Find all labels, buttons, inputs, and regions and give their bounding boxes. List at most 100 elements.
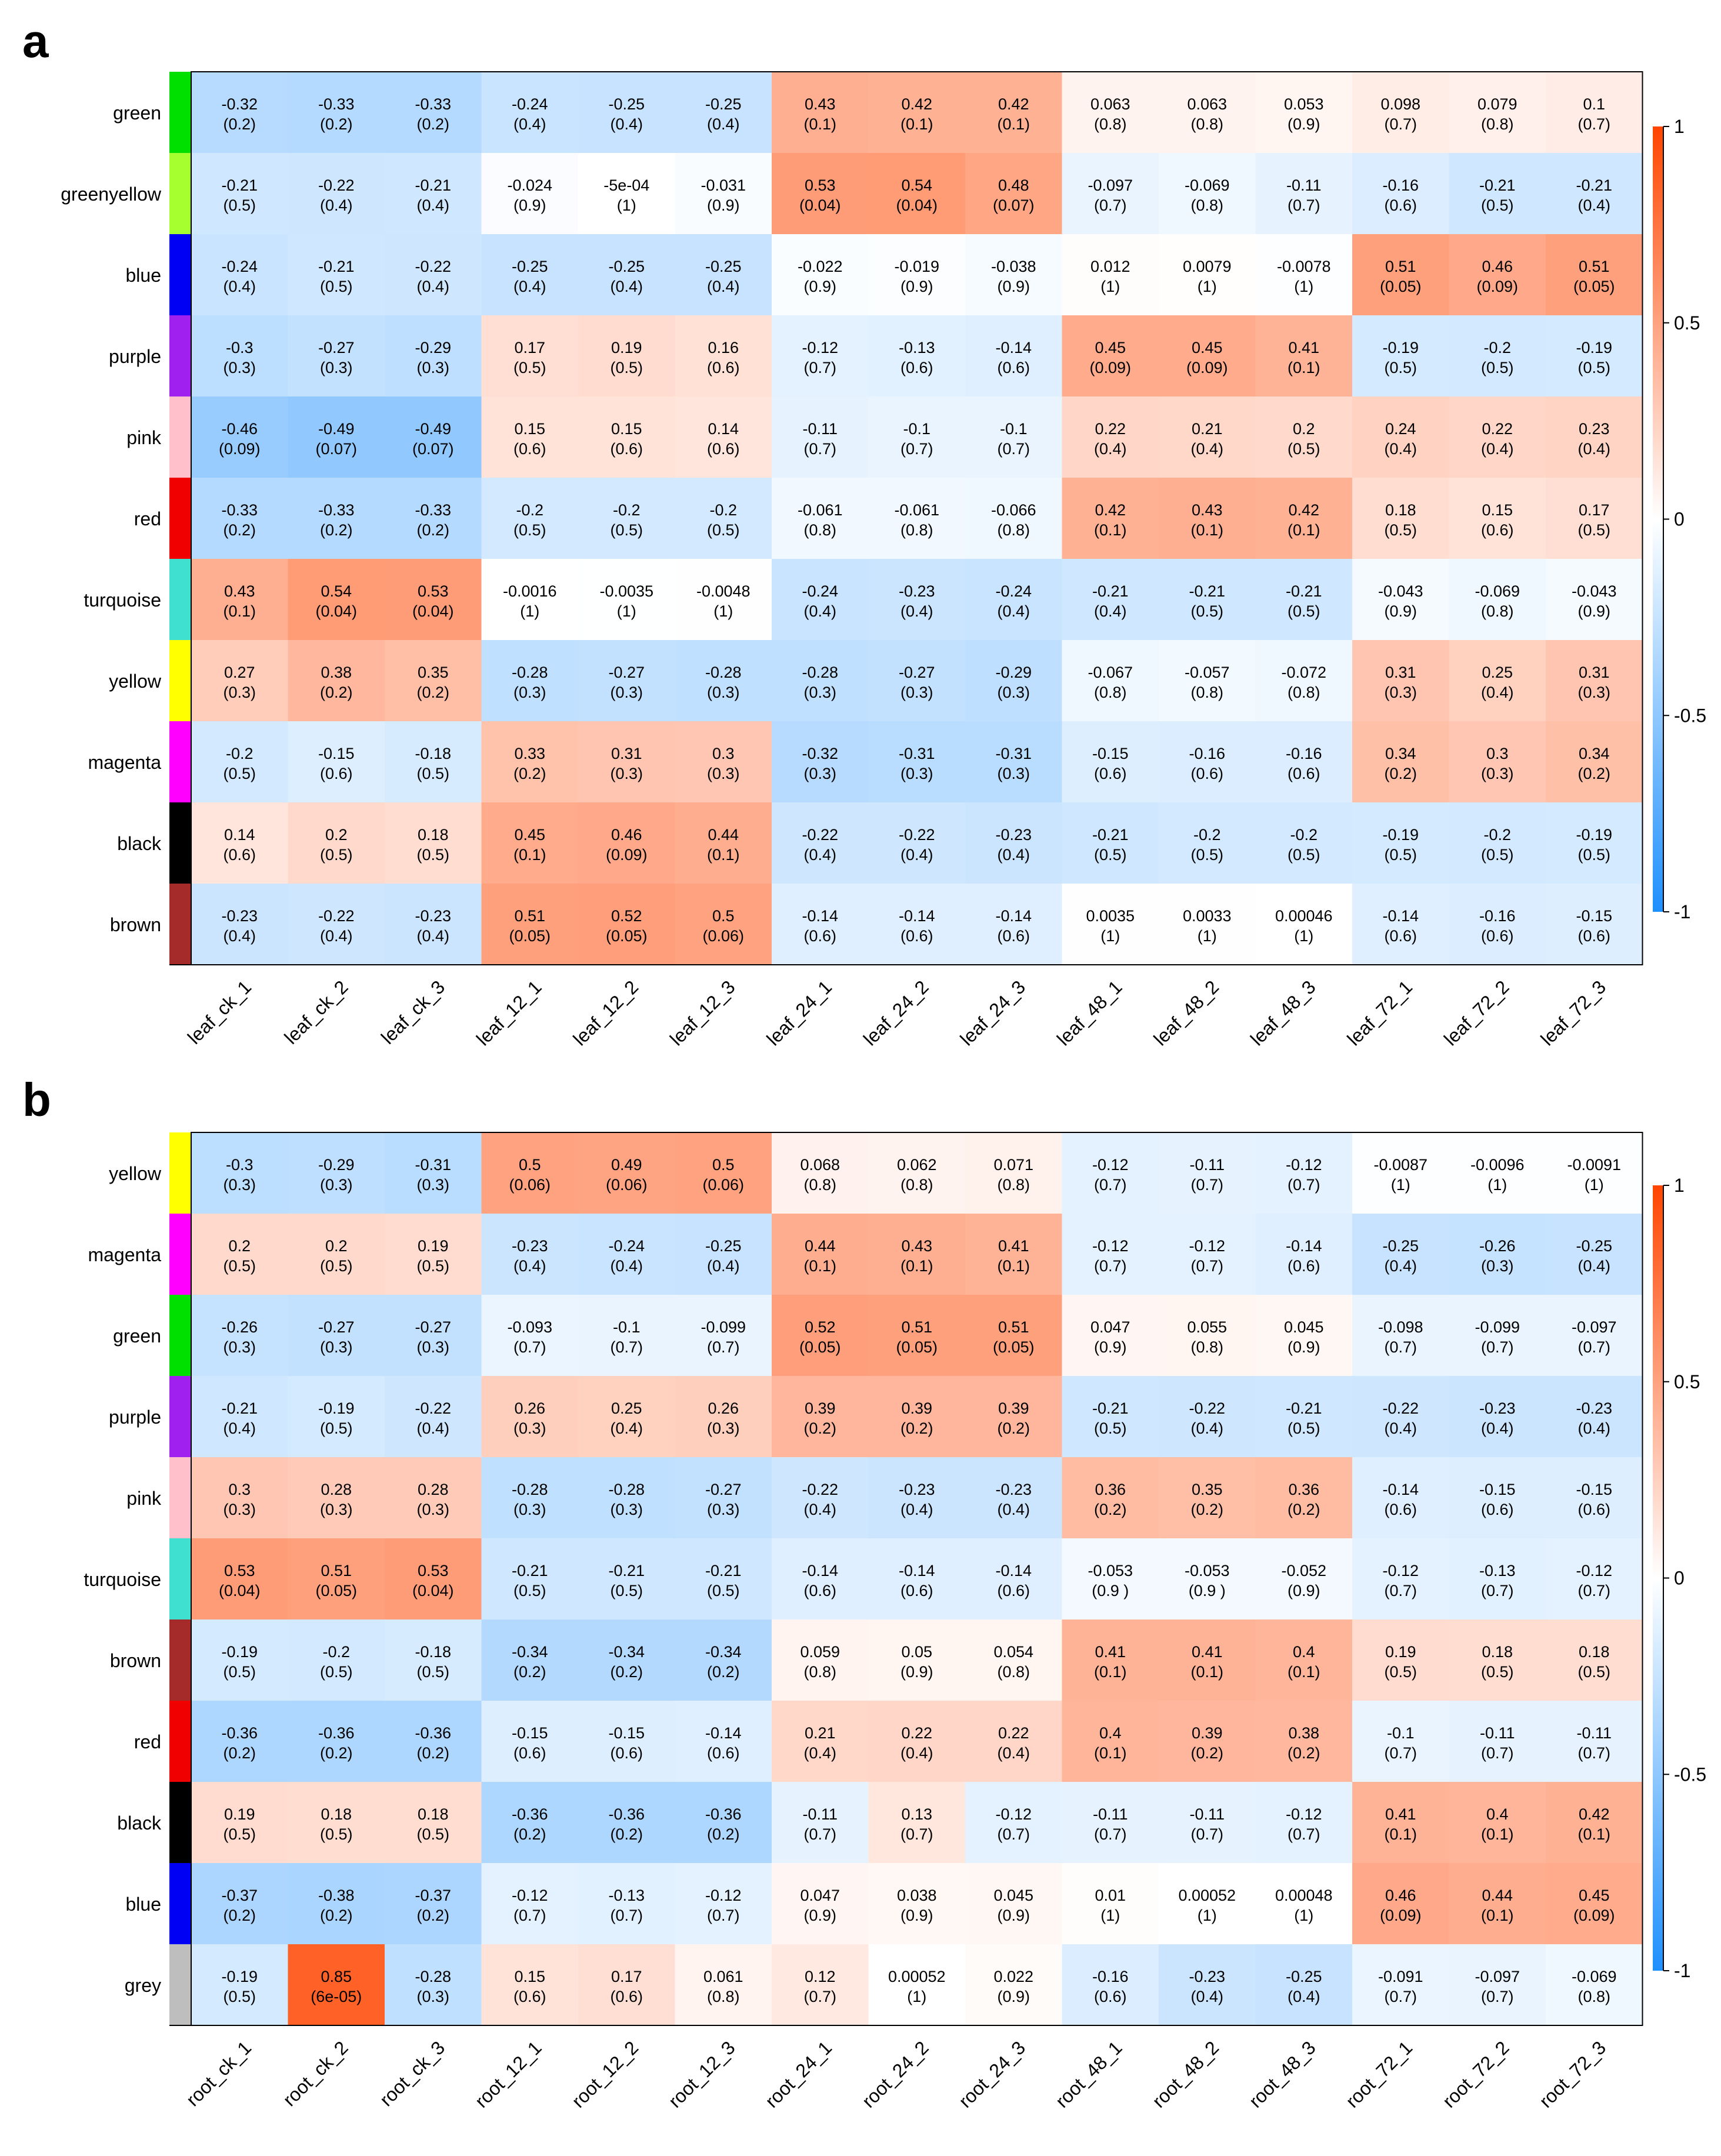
cell-pvalue-label: (0.9) xyxy=(1577,602,1610,620)
cell-correlation-label: 0.18 xyxy=(1385,501,1416,519)
heatmap-cell xyxy=(868,1863,966,1945)
cell-correlation-label: 0.22 xyxy=(901,1724,932,1742)
cell-correlation-label: 0.4 xyxy=(1486,1805,1509,1823)
heatmap-cell xyxy=(481,1538,579,1620)
cell-pvalue-label: (1) xyxy=(1391,1176,1410,1194)
heatmap-cell xyxy=(1255,153,1353,235)
heatmap-cell xyxy=(288,1782,385,1864)
cell-pvalue-label: (0.7) xyxy=(1577,1582,1610,1599)
cell-correlation-label: 0.25 xyxy=(611,1399,642,1417)
cell-correlation-label: 0.41 xyxy=(998,1237,1029,1255)
heatmap-cell xyxy=(481,153,579,235)
cell-pvalue-label: (0.04) xyxy=(412,1582,454,1599)
heatmap-cell xyxy=(1352,153,1449,235)
cell-pvalue-label: (0.8) xyxy=(1190,684,1223,701)
cell-pvalue-label: (0.07) xyxy=(315,440,357,458)
heatmap-cell xyxy=(385,1782,482,1864)
module-color-swatch xyxy=(169,478,191,559)
cell-correlation-label: 0.39 xyxy=(1192,1724,1223,1742)
heatmap-cell xyxy=(1449,1944,1546,2026)
heatmap-cell xyxy=(1255,1214,1353,1295)
cell-correlation-label: 0.44 xyxy=(805,1237,836,1255)
cell-correlation-label: 0.22 xyxy=(1482,420,1513,438)
column-label: root_12_1 xyxy=(471,2037,545,2111)
heatmap-cell xyxy=(868,802,966,884)
heatmap-cell xyxy=(1159,1863,1256,1945)
cell-pvalue-label: (0.5) xyxy=(320,1825,353,1843)
cell-correlation-label: 0.01 xyxy=(1095,1887,1126,1904)
cell-correlation-label: -0.13 xyxy=(899,339,935,356)
cell-pvalue-label: (0.8) xyxy=(1094,684,1127,701)
heatmap-cell xyxy=(481,1376,579,1458)
cell-correlation-label: -0.19 xyxy=(318,1399,355,1417)
heatmap-cell xyxy=(288,1376,385,1458)
cell-pvalue-label: (0.4) xyxy=(803,846,836,864)
cell-correlation-label: -0.28 xyxy=(415,1968,451,1985)
cell-pvalue-label: (0.3) xyxy=(707,1501,740,1518)
row-label: turquoise xyxy=(84,589,161,611)
cell-pvalue-label: (0.4) xyxy=(1190,440,1223,458)
cell-pvalue-label: (0.7) xyxy=(610,1338,643,1356)
heatmap-cell xyxy=(191,802,288,884)
cell-correlation-label: -0.3 xyxy=(226,1156,254,1174)
cell-pvalue-label: (0.5) xyxy=(1481,359,1514,376)
heatmap-cell xyxy=(1062,1295,1159,1377)
cell-correlation-label: -0.14 xyxy=(899,1562,935,1579)
cell-correlation-label: -0.15 xyxy=(608,1724,645,1742)
cell-correlation-label: 0.19 xyxy=(611,339,642,356)
module-color-swatch xyxy=(169,721,191,802)
cell-pvalue-label: (0.05) xyxy=(315,1582,357,1599)
cell-pvalue-label: (0.6) xyxy=(803,1582,836,1599)
heatmap-cell xyxy=(578,72,675,154)
cell-pvalue-label: (0.3) xyxy=(320,359,353,376)
cell-correlation-label: -0.2 xyxy=(1483,826,1511,844)
cell-pvalue-label: (0.4) xyxy=(610,1257,643,1275)
module-color-swatch xyxy=(169,315,191,396)
column-label: root_48_2 xyxy=(1148,2037,1223,2111)
cell-correlation-label: 0.063 xyxy=(1187,95,1227,113)
cell-pvalue-label: (0.5) xyxy=(320,1663,353,1681)
cell-pvalue-label: (0.2) xyxy=(223,521,256,539)
cell-correlation-label: -0.22 xyxy=(1382,1399,1419,1417)
cell-correlation-label: -0.28 xyxy=(512,664,548,681)
cell-pvalue-label: (0.6) xyxy=(1288,765,1320,782)
cell-correlation-label: -0.099 xyxy=(1475,1318,1520,1336)
cell-pvalue-label: (0.04) xyxy=(896,196,938,214)
cell-correlation-label: 0.047 xyxy=(800,1887,840,1904)
cell-pvalue-label: (0.4) xyxy=(223,1419,256,1437)
column-label: leaf_48_1 xyxy=(1053,976,1126,1049)
cell-pvalue-label: (0.4) xyxy=(1577,440,1610,458)
cell-pvalue-label: (0.8) xyxy=(900,521,933,539)
legend-tick-label: -1 xyxy=(1674,901,1690,922)
cell-pvalue-label: (1) xyxy=(713,602,733,620)
heatmap-cell xyxy=(1352,1214,1449,1295)
heatmap-cell xyxy=(288,478,385,559)
cell-pvalue-label: (1) xyxy=(1585,1176,1604,1194)
cell-pvalue-label: (0.05) xyxy=(896,1338,938,1356)
heatmap-cell xyxy=(1352,1944,1449,2026)
cell-pvalue-label: (0.06) xyxy=(702,927,744,945)
cell-correlation-label: 0.42 xyxy=(1288,501,1319,519)
heatmap-cell xyxy=(965,1376,1062,1458)
heatmap-cell xyxy=(191,1620,288,1701)
cell-pvalue-label: (0.4) xyxy=(1577,1257,1610,1275)
column-label: leaf_24_2 xyxy=(859,976,933,1049)
cell-pvalue-label: (0.2) xyxy=(513,1825,546,1843)
cell-pvalue-label: (1) xyxy=(1198,1907,1217,1924)
cell-pvalue-label: (0.5) xyxy=(223,1663,256,1681)
cell-correlation-label: -0.22 xyxy=(802,1481,838,1498)
cell-pvalue-label: (0.3) xyxy=(320,1338,353,1356)
heatmap-cell xyxy=(1449,1376,1546,1458)
cell-correlation-label: -0.16 xyxy=(1382,176,1419,194)
cell-pvalue-label: (0.09) xyxy=(219,440,261,458)
cell-pvalue-label: (0.4) xyxy=(416,1419,449,1437)
cell-pvalue-label: (0.09) xyxy=(1573,1907,1615,1924)
cell-correlation-label: 0.49 xyxy=(611,1156,642,1174)
heatmap-cell xyxy=(772,1376,869,1458)
heatmap-cell xyxy=(1159,1132,1256,1214)
cell-correlation-label: -0.15 xyxy=(1576,907,1612,925)
row-label: pink xyxy=(126,1488,162,1509)
heatmap-cell xyxy=(578,1701,675,1782)
heatmap-cell xyxy=(675,1295,772,1377)
heatmap-cell xyxy=(385,153,482,235)
